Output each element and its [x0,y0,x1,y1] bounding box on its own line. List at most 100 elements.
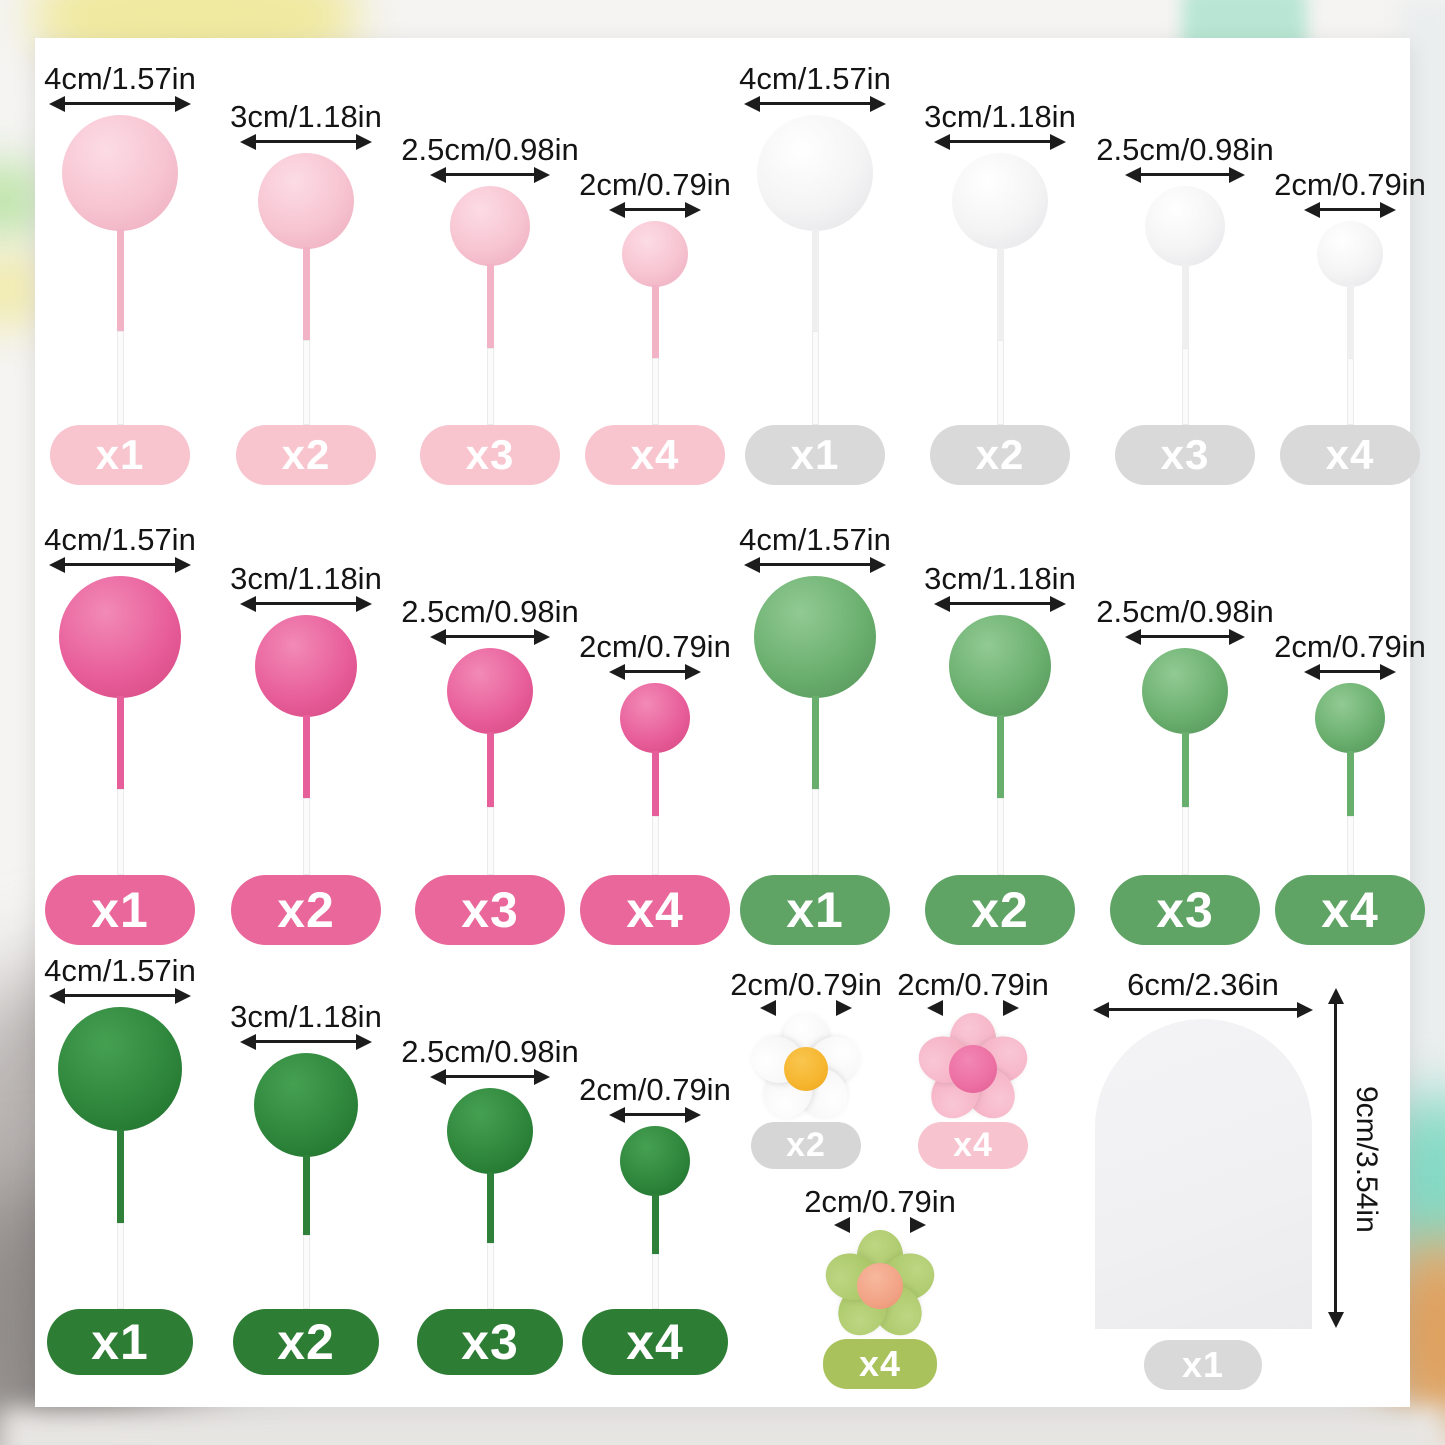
board-item: 6cm/2.36in x1 [1088,968,1318,1390]
count-badge: x3 [415,875,565,945]
count-badge: x2 [233,1309,379,1375]
ball-green-2cm [1315,683,1385,754]
dimension-arrow [1108,1008,1298,1012]
count-badge: x4 [918,1122,1028,1170]
ball-green-4cm [754,576,876,699]
count-badge: x3 [1115,425,1255,485]
ball-white-2cm [1317,221,1383,288]
ball-green-3cm [949,615,1051,718]
ball-item-pink-4cm: 4cm/1.57in x1 [32,62,208,485]
white-daisy-flower [745,1013,867,1129]
count-badge: x4 [1280,425,1420,485]
count-badge: x1 [1144,1340,1262,1390]
stick [486,1172,494,1309]
dimension-arrow [1319,670,1381,674]
size-label: 4cm/1.57in [44,522,196,557]
size-label: 2.5cm/0.98in [401,594,579,629]
ball-light-pink-4cm [62,115,178,232]
count-badge: x4 [582,1309,728,1375]
size-label: 2cm/0.79in [579,1072,731,1107]
count-badge: x1 [740,875,890,945]
stick [996,247,1004,425]
dimension-arrow [759,102,871,106]
ball-green-2-5cm [1142,648,1228,735]
count-badge: x2 [231,875,381,945]
count-badge: x1 [50,425,190,485]
dimension-arrow [1140,635,1230,639]
size-label: 2cm/0.79in [1274,167,1426,202]
ball-rose-3cm [255,615,357,718]
dimension-arrow [1140,173,1230,177]
count-badge: x1 [45,875,195,945]
dimension-arrow [255,602,357,606]
ball-item-white-2cm: 2cm/0.79in x4 [1270,168,1430,485]
ball-item-rose-2-5cm: 2.5cm/0.98in x3 [398,595,582,945]
size-label: 3cm/1.18in [230,99,382,134]
ball-rose-2-5cm [447,648,533,735]
dimension-arrow [445,173,535,177]
board-width-label: 6cm/2.36in [1127,967,1279,1002]
ball-item-pink-2cm: 2cm/0.79in x4 [575,168,735,485]
count-badge: x2 [236,425,376,485]
count-badge: x2 [925,875,1075,945]
ball-rose-2cm [620,683,690,754]
size-label: 2cm/0.79in [579,629,731,664]
green-flower-center [857,1263,903,1310]
ball-item-pink-3cm: 3cm/1.18in x2 [223,100,389,485]
size-label: 4cm/1.57in [739,522,891,557]
size-label: 4cm/1.57in [739,61,891,96]
count-badge: x4 [1275,875,1425,945]
dimension-arrow [255,140,357,144]
ball-dark-green-3cm [254,1053,358,1158]
stick [1181,264,1189,425]
size-label: 2.5cm/0.98in [1096,594,1274,629]
size-label: 3cm/1.18in [924,561,1076,596]
stick [486,732,494,875]
arch-board [1094,1019,1312,1330]
ball-item-rose-4cm: 4cm/1.57in x1 [32,523,208,945]
size-label: 2cm/0.79in [897,967,1049,1002]
dimension-arrow [949,140,1051,144]
ball-white-2-5cm [1145,186,1225,267]
stick [811,229,819,425]
dimension-arrow [64,563,176,567]
size-label: 3cm/1.18in [230,561,382,596]
ball-item-rose-2cm: 2cm/0.79in x4 [575,630,735,945]
stick [996,715,1004,875]
green-flower [819,1230,941,1346]
count-badge: x4 [585,425,725,485]
ball-item-green-2cm: 2cm/0.79in x4 [1270,630,1430,945]
dimension-arrow [255,1040,357,1044]
size-label: 4cm/1.57in [44,61,196,96]
stick [1346,285,1354,425]
stick [651,285,659,425]
product-card: 4cm/1.57in x1 3cm/1.18in x2 2.5cm/0.98in… [32,38,1426,1407]
stick [1346,751,1354,875]
size-label: 2.5cm/0.98in [401,1034,579,1069]
ball-item-green-3cm: 3cm/1.18in x2 [917,562,1083,945]
ball-item-white-3cm: 3cm/1.18in x2 [917,100,1083,485]
dimension-arrow [949,602,1051,606]
ball-item-white-2-5cm: 2.5cm/0.98in x3 [1093,133,1277,485]
ball-item-pink-2-5cm: 2.5cm/0.98in x3 [398,133,582,485]
size-label: 3cm/1.18in [230,999,382,1034]
dimension-arrow [445,1075,535,1079]
stick [116,696,124,875]
size-label: 3cm/1.18in [924,99,1076,134]
ball-dark-green-4cm [58,1007,182,1132]
ball-light-pink-3cm [258,153,354,250]
size-label: 2cm/0.79in [1274,629,1426,664]
flower-item-green: 2cm/0.79in x4 [804,1185,956,1390]
ball-dark-green-2-5cm [447,1088,533,1175]
ball-light-pink-2-5cm [450,186,530,267]
ball-item-green-2-5cm: 2.5cm/0.98in x3 [1093,595,1277,945]
ball-dark-green-2cm [620,1126,690,1197]
size-label: 4cm/1.57in [44,953,196,988]
ball-item-dark-green-3cm: 3cm/1.18in x2 [223,1000,389,1375]
dimension-arrow [445,635,535,639]
ball-light-pink-2cm [622,221,688,288]
ball-rose-4cm [59,576,181,699]
dimension-arrow [624,670,686,674]
stick [651,751,659,875]
